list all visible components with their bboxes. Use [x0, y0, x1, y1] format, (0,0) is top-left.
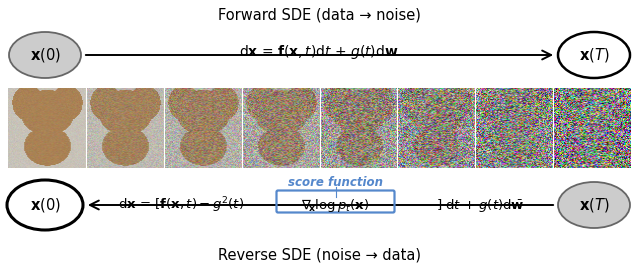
Text: ] d$t$ + $g(t)$d$\bar{\mathbf{w}}$: ] d$t$ + $g(t)$d$\bar{\mathbf{w}}$ [436, 197, 525, 214]
Ellipse shape [558, 32, 630, 78]
Ellipse shape [7, 180, 83, 230]
Text: Forward SDE (data → noise): Forward SDE (data → noise) [217, 8, 420, 23]
Text: $\mathbf{x}(T)$: $\mathbf{x}(T)$ [579, 196, 609, 214]
Text: $\nabla_{\!\mathbf{x}} \log p_t(\mathbf{x})$: $\nabla_{\!\mathbf{x}} \log p_t(\mathbf{… [301, 197, 369, 214]
Text: d$\mathbf{x}$ = $\mathbf{f}(\mathbf{x},t)$d$t$ + $g(t)$d$\mathbf{w}$: d$\mathbf{x}$ = $\mathbf{f}(\mathbf{x},t… [239, 43, 399, 61]
Text: Reverse SDE (noise → data): Reverse SDE (noise → data) [217, 248, 420, 262]
Text: score function: score function [288, 176, 383, 190]
Ellipse shape [9, 32, 81, 78]
Text: $\mathbf{x}(T)$: $\mathbf{x}(T)$ [579, 46, 609, 64]
Ellipse shape [558, 182, 630, 228]
Text: $\mathbf{x}(0)$: $\mathbf{x}(0)$ [29, 196, 61, 214]
Text: d$\mathbf{x}$ = [$\mathbf{f}(\mathbf{x},t) - g^2(t)$: d$\mathbf{x}$ = [$\mathbf{f}(\mathbf{x},… [118, 195, 244, 215]
Text: $\mathbf{x}(0)$: $\mathbf{x}(0)$ [29, 46, 61, 64]
